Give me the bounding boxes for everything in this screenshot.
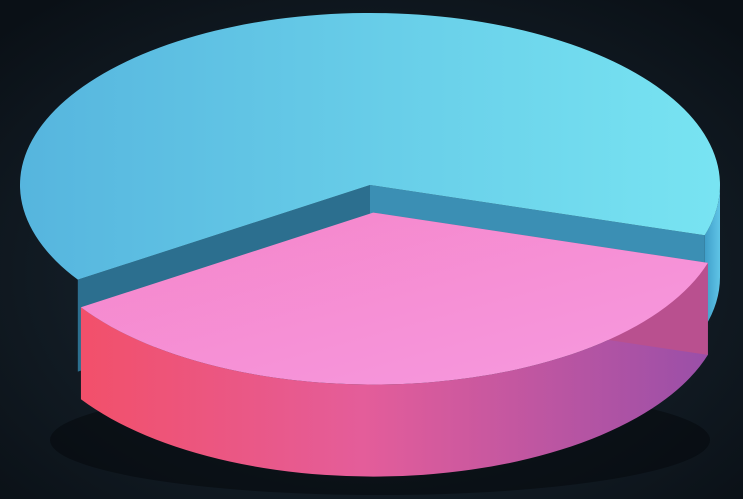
slice-blue-side [704, 185, 720, 328]
slice-pink-side [80, 262, 708, 477]
slice-blue-top [20, 12, 720, 280]
slice-pink-top [80, 212, 708, 385]
pie-slices [20, 12, 720, 477]
